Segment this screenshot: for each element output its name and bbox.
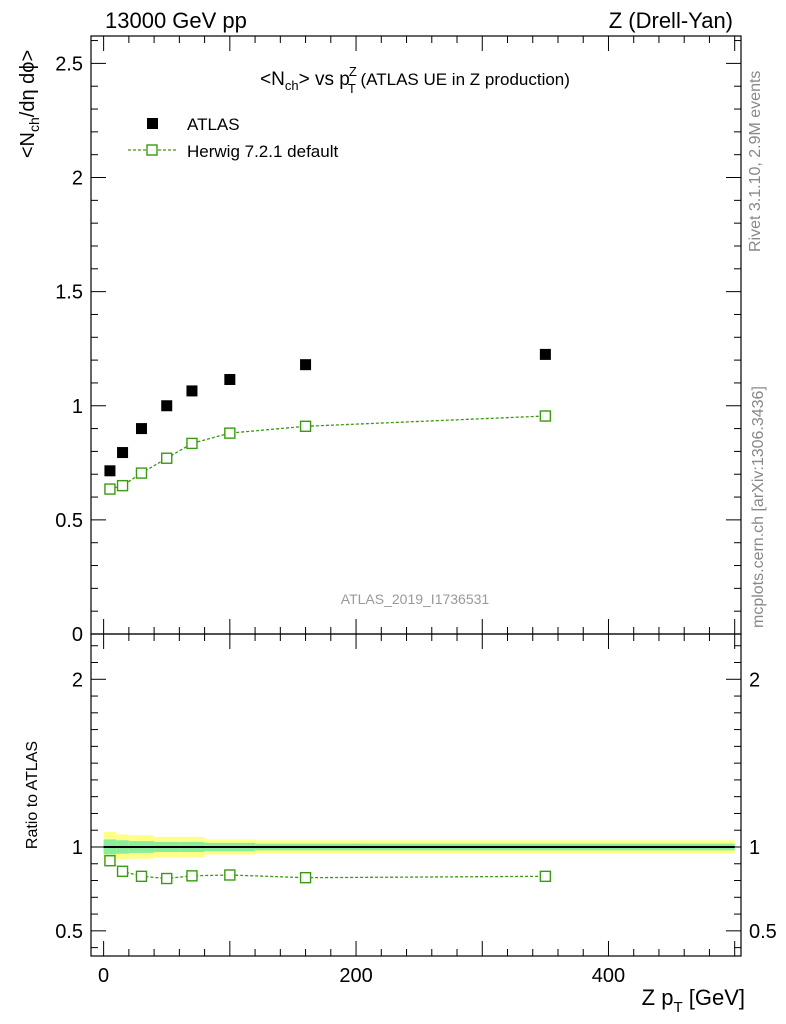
herwig-data-point xyxy=(224,427,236,439)
atlas-data-point xyxy=(224,374,236,386)
legend-atlas-label: ATLAS xyxy=(187,115,240,134)
ratio-ylabel: Ratio to ATLAS xyxy=(24,741,41,849)
atlas-data-point xyxy=(117,447,129,459)
herwig-data-point xyxy=(539,410,552,422)
upper-ytick-label: 2.5 xyxy=(55,53,83,75)
ylabel-part-a: <N xyxy=(17,132,39,158)
ratio-herwig-line xyxy=(109,860,546,880)
herwig-data-point xyxy=(135,467,148,479)
herwig-data-point xyxy=(161,452,173,464)
herwig-line xyxy=(109,415,546,490)
title-part-b: > vs p xyxy=(299,69,350,90)
mcplots-label: mcplots.cern.ch [arXiv:1306.3436] xyxy=(750,386,767,628)
ratio-herwig-point xyxy=(116,865,129,878)
ylabel-part-b: /dη dϕ> xyxy=(17,50,39,117)
chart-title: <Nch> vs pZ T (ATLAS UE in Z production) xyxy=(260,64,570,96)
lower-data-marks xyxy=(104,855,552,885)
ratio-herwig-point xyxy=(539,870,552,883)
xlabel-sub: T xyxy=(673,999,682,1016)
legend-herwig-label: Herwig 7.2.1 default xyxy=(187,142,338,161)
title-sub-ch: ch xyxy=(285,78,299,93)
upper-data-marks xyxy=(104,348,552,495)
upper-axis-ticks: 0 0.5 1 1.5 2 2.5 xyxy=(55,36,741,646)
ratio-herwig-point xyxy=(104,855,116,867)
upper-ylabel: <Nch/dη dϕ> xyxy=(17,50,42,158)
herwig-data-point xyxy=(186,437,198,450)
atlas-data-point xyxy=(539,348,551,360)
upper-ytick-label: 1.5 xyxy=(55,282,83,304)
ratio-ytick-label-left: 1 xyxy=(72,837,83,859)
header-right: Z (Drell-Yan) xyxy=(609,8,733,33)
lower-axis-ticks: 0.5 0.5 1 1 2 2 0 200 400 xyxy=(55,634,777,987)
ratio-ytick-label-left: 0.5 xyxy=(55,921,83,943)
ratio-herwig-point xyxy=(135,870,148,883)
title-part-a: <N xyxy=(260,69,285,90)
atlas-data-point xyxy=(300,359,312,371)
ratio-herwig-point xyxy=(299,871,312,884)
title-sub-t: T xyxy=(348,81,356,96)
ratio-ytick-label-left: 2 xyxy=(72,669,83,691)
xtick-label: 0 xyxy=(98,965,109,987)
legend-atlas-marker xyxy=(147,118,158,129)
rivet-label: Rivet 3.1.10, 2.9M events xyxy=(747,71,764,252)
ratio-herwig-point xyxy=(161,872,173,885)
xlabel-part-a: Z p xyxy=(642,985,674,1010)
ratio-uncertainty-bands xyxy=(103,831,735,863)
legend: ATLAS Herwig 7.2.1 default xyxy=(128,115,338,161)
atlas-data-point xyxy=(104,465,116,477)
xlabel-part-b: [GeV] xyxy=(683,985,745,1010)
ratio-ytick-label-right: 2 xyxy=(749,669,760,691)
herwig-data-point xyxy=(104,483,116,495)
ratio-ytick-label-right: 0.5 xyxy=(749,921,777,943)
xtick-label: 400 xyxy=(592,965,625,987)
atlas-data-point xyxy=(135,423,147,435)
x-axis-label: Z pT [GeV] xyxy=(642,985,745,1016)
upper-ytick-label: 0 xyxy=(72,624,83,646)
lower-frame xyxy=(90,633,742,957)
herwig-data-point xyxy=(116,479,129,492)
analysis-watermark: ATLAS_2019_I1736531 xyxy=(341,591,490,607)
header-left: 13000 GeV pp xyxy=(105,8,247,33)
legend-herwig-marker xyxy=(146,144,158,156)
ylabel-sub: ch xyxy=(26,117,42,132)
herwig-data-point xyxy=(299,420,312,432)
upper-ytick-label: 0.5 xyxy=(55,510,83,532)
upper-ytick-label: 1 xyxy=(72,396,83,418)
ratio-herwig-point xyxy=(224,869,236,881)
atlas-data-point xyxy=(161,400,173,412)
atlas-data-point xyxy=(186,385,198,397)
ratio-herwig-point xyxy=(186,870,198,882)
xtick-label: 200 xyxy=(339,965,372,987)
title-part-c: (ATLAS UE in Z production) xyxy=(356,70,570,89)
title-sup-z: Z xyxy=(349,64,357,79)
ratio-ytick-label-right: 1 xyxy=(749,837,760,859)
upper-ytick-label: 2 xyxy=(72,168,83,190)
